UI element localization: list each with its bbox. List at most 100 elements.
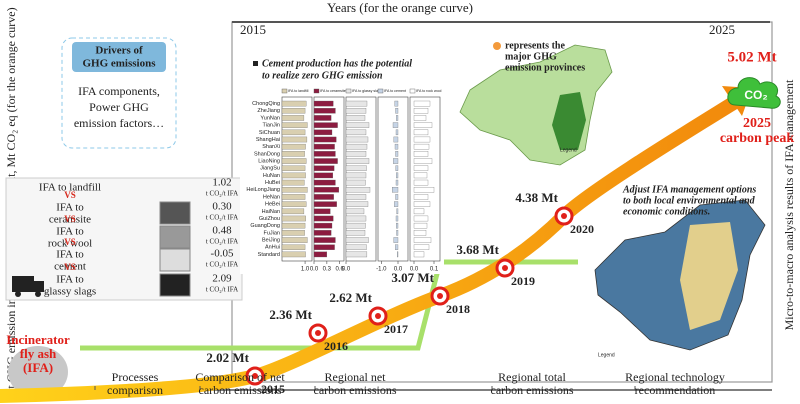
option-value: 0.48 xyxy=(212,225,232,237)
option-unit: t CO₂/t IFA xyxy=(206,214,238,222)
bar xyxy=(413,251,425,258)
province-label: ZheJiang xyxy=(257,108,280,114)
bar xyxy=(395,151,399,157)
province-label: ChongQing xyxy=(252,101,280,107)
bar xyxy=(281,237,308,243)
bar xyxy=(281,194,306,200)
map-legend: Legend xyxy=(598,352,615,358)
bar xyxy=(345,151,367,157)
bar xyxy=(313,215,334,222)
stage-label: carbon emissions xyxy=(314,383,397,397)
bar xyxy=(397,251,399,258)
tick-label: 0.0 xyxy=(394,267,403,273)
bar xyxy=(413,237,432,243)
bar xyxy=(413,143,430,150)
panel-frame xyxy=(281,96,313,262)
tick-label: 1.0 xyxy=(301,267,310,273)
bar xyxy=(345,244,367,250)
province-label: HeBei xyxy=(265,202,280,208)
bar xyxy=(281,151,305,157)
bar xyxy=(413,194,429,200)
stage-label: carbon emissions xyxy=(491,383,574,397)
bar xyxy=(345,215,367,222)
bar xyxy=(313,108,336,114)
bar xyxy=(396,222,399,229)
bar xyxy=(281,201,307,207)
province-label: LiaoNing xyxy=(258,158,280,164)
option-label: IFA to xyxy=(56,202,84,214)
bar xyxy=(413,122,433,128)
drivers-header xyxy=(72,42,166,72)
map-legend: Legend xyxy=(560,147,577,153)
bar xyxy=(395,215,399,222)
bar xyxy=(281,136,308,143)
bar xyxy=(395,194,399,200)
option-value: 2.09 xyxy=(212,273,232,285)
bar xyxy=(413,115,427,121)
bar xyxy=(313,129,333,136)
chart-note: Cement production has the potential xyxy=(262,58,412,69)
year-label: 2019 xyxy=(511,274,535,288)
bar xyxy=(313,122,338,128)
legend-swatch xyxy=(313,88,320,94)
bar xyxy=(395,179,399,186)
ifa-label: Incinerator xyxy=(6,332,70,347)
option-value: 0.30 xyxy=(212,201,232,213)
bar xyxy=(281,143,306,150)
bar xyxy=(281,222,306,229)
year-label: 2017 xyxy=(384,322,408,336)
bar xyxy=(392,187,399,193)
bar xyxy=(393,158,399,164)
vs-label: VS xyxy=(64,214,76,224)
bar xyxy=(281,122,308,128)
map-note: represents the xyxy=(505,40,565,51)
tick-label: 0.1 xyxy=(430,267,439,273)
bar xyxy=(413,165,429,171)
bar xyxy=(281,158,307,164)
bar xyxy=(313,194,334,200)
bar xyxy=(281,230,305,236)
bar xyxy=(345,122,370,128)
bar xyxy=(313,230,332,236)
stage-label: Regional total xyxy=(498,370,566,384)
bar xyxy=(281,251,306,258)
option-image xyxy=(159,273,191,297)
bar xyxy=(281,108,306,114)
tick-label: 0.6 xyxy=(336,267,345,273)
option-image xyxy=(159,225,191,249)
bar xyxy=(395,108,399,114)
bar xyxy=(345,208,365,215)
bar xyxy=(281,129,306,136)
map-highlight xyxy=(680,222,738,330)
province-label: GuangDong xyxy=(250,223,280,229)
year-marker-dot xyxy=(315,330,321,336)
bar xyxy=(313,165,335,171)
year-marker-dot xyxy=(375,313,381,319)
legend-label: IFA to landfill xyxy=(288,89,309,93)
map-note: economic conditions. xyxy=(623,206,710,217)
year-marker-dot xyxy=(502,265,508,271)
option-image xyxy=(159,201,191,225)
tick-label: 0.3 xyxy=(323,267,332,273)
province-label: ShangHai xyxy=(256,137,280,143)
province-label: Standard xyxy=(258,252,280,258)
bar xyxy=(413,187,435,193)
drivers-title: GHG emissions xyxy=(82,58,156,70)
option-unit: t CO₂/t IFA xyxy=(206,238,238,246)
bar xyxy=(345,201,369,207)
bar xyxy=(393,136,399,143)
x-axis-title: Years (for the orange curve) xyxy=(327,0,473,15)
bar xyxy=(396,115,399,121)
map-marker xyxy=(493,42,501,50)
bar xyxy=(313,187,340,193)
bar xyxy=(313,143,335,150)
ifa-label: (IFA) xyxy=(23,360,53,375)
emission-curve xyxy=(0,95,742,403)
province-label: GuiZhou xyxy=(259,216,280,222)
stage-label: recommendation xyxy=(635,383,716,397)
bar xyxy=(313,201,337,207)
peak-value: 5.02 Mt xyxy=(727,49,776,65)
bar xyxy=(394,100,399,107)
bar xyxy=(313,100,334,107)
bar xyxy=(395,244,399,250)
